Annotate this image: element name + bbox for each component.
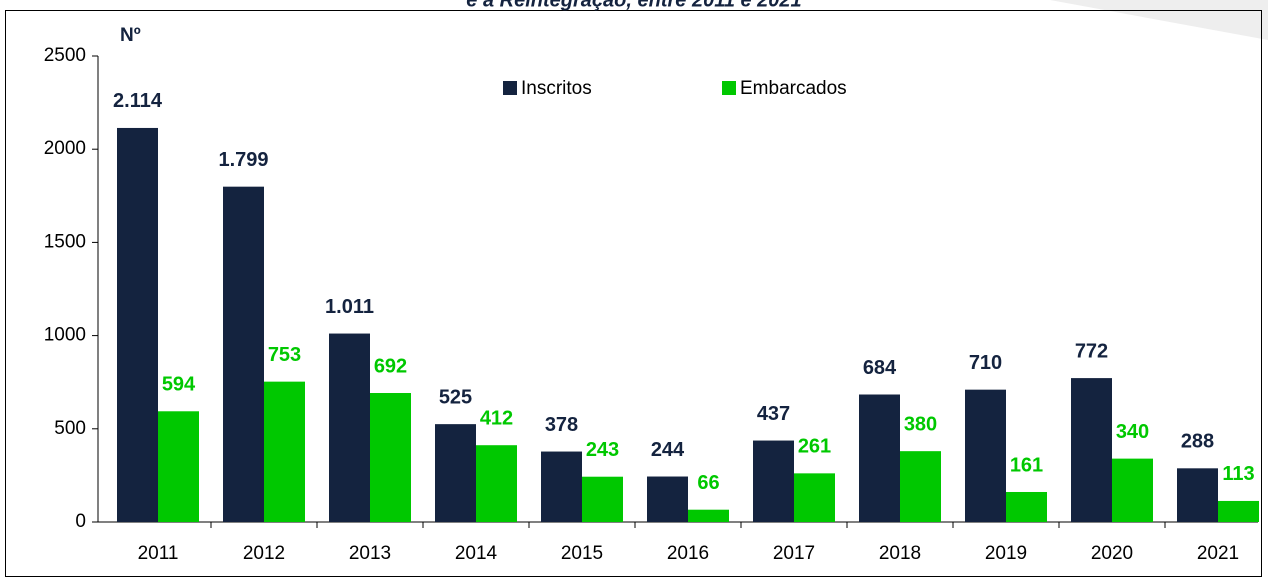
bar (476, 445, 517, 522)
bar (370, 393, 411, 522)
data-label: 2.114 (113, 90, 163, 112)
data-label: 288 (1181, 431, 1214, 453)
bar (1218, 500, 1259, 522)
data-label: 437 (757, 403, 790, 425)
data-label: 66 (697, 472, 719, 494)
y-tick-label: 2500 (44, 45, 86, 66)
data-label: 710 (969, 352, 1002, 374)
data-label: 412 (480, 407, 513, 429)
x-tick-label: 2019 (985, 543, 1027, 564)
legend-swatch (722, 81, 736, 95)
data-label: 1.799 (218, 149, 268, 171)
legend-label: Inscritos (521, 78, 592, 99)
bar (223, 186, 264, 523)
y-tick-label: 2000 (44, 138, 86, 159)
bar (688, 509, 729, 522)
bar (158, 411, 199, 522)
y-tick-label: 0 (75, 511, 86, 532)
bar (1177, 468, 1218, 522)
decoration (1050, 0, 1268, 40)
data-label: 753 (268, 344, 301, 366)
x-tick-label: 2020 (1091, 543, 1133, 564)
x-tick-label: 2016 (667, 543, 709, 564)
bar (582, 476, 623, 522)
bar (541, 451, 582, 522)
bar (1112, 458, 1153, 522)
bar (647, 476, 688, 522)
x-tick-label: 2017 (773, 543, 815, 564)
data-label: 1.011 (325, 296, 374, 318)
legend-swatch (503, 81, 517, 95)
data-label: 244 (651, 439, 685, 461)
bar (859, 394, 900, 522)
data-label: 772 (1075, 340, 1108, 362)
x-tick-label: 2015 (561, 543, 603, 564)
data-label: 692 (374, 355, 407, 377)
data-label: 340 (1116, 421, 1149, 443)
data-label: 243 (586, 439, 619, 461)
bar (965, 389, 1006, 522)
bar (329, 333, 370, 522)
bar (753, 440, 794, 522)
x-tick-label: 2013 (349, 543, 391, 564)
bar (264, 381, 305, 522)
data-label: 261 (798, 436, 831, 458)
legend-label: Embarcados (740, 78, 847, 99)
y-tick-label: 1500 (44, 231, 86, 252)
chart-frame (5, 10, 1262, 577)
x-tick-label: 2014 (455, 543, 498, 564)
bar (1006, 491, 1047, 522)
x-tick-label: 2011 (138, 543, 179, 564)
data-label: 594 (162, 374, 196, 396)
data-label: 380 (904, 413, 937, 435)
x-tick-label: 2012 (243, 543, 285, 564)
y-axis-label: Nº (120, 25, 141, 46)
bar (900, 451, 941, 522)
data-label: 161 (1010, 454, 1043, 476)
data-label: 525 (439, 386, 472, 408)
data-label: 113 (1222, 463, 1254, 485)
y-tick-label: 1000 (44, 325, 86, 346)
data-label: 684 (863, 357, 897, 379)
bar (794, 473, 835, 522)
bar (117, 127, 158, 522)
bar (1071, 378, 1112, 522)
x-tick-label: 2018 (879, 543, 921, 564)
x-tick-label: 2021 (1197, 543, 1239, 564)
y-tick-label: 500 (54, 418, 86, 439)
bar (435, 424, 476, 522)
data-label: 378 (545, 414, 578, 436)
chart-title: e à Reintegração, entre 2011 e 2021 (466, 0, 801, 11)
